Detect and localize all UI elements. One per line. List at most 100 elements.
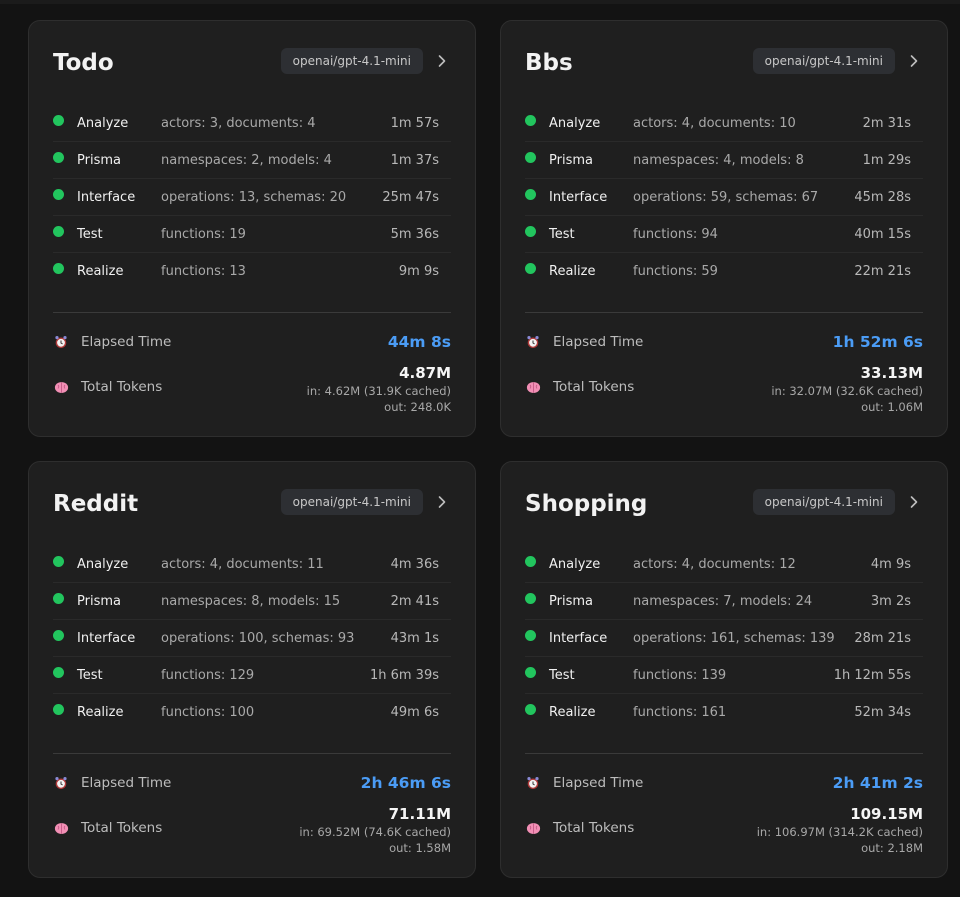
tokens-values: 33.13M in: 32.07M (32.6K cached) out: 1.…	[771, 363, 923, 415]
card-header: Todo openai/gpt-4.1-mini	[53, 21, 451, 105]
step-row-test: Test functions: 94 40m 15s	[525, 216, 923, 253]
step-name: Interface	[77, 630, 136, 646]
model-badge: openai/gpt-4.1-mini	[280, 489, 423, 515]
tokens-values: 109.15M in: 106.97M (314.2K cached) out:…	[757, 804, 923, 856]
card-header-right: openai/gpt-4.1-mini	[280, 489, 451, 515]
tokens-label-group: Total Tokens	[53, 820, 162, 836]
elapsed-label: Elapsed Time	[553, 334, 644, 350]
step-name: Analyze	[549, 115, 601, 131]
step-time: 40m 15s	[854, 226, 911, 242]
step-name: Prisma	[549, 152, 593, 168]
step-name: Test	[549, 226, 575, 242]
step-name: Interface	[549, 630, 608, 646]
step-detail: actors: 3, documents: 4	[161, 115, 316, 131]
step-name: Interface	[77, 189, 136, 205]
tokens-label: Total Tokens	[553, 820, 635, 836]
elapsed-label-group: Elapsed Time	[53, 775, 171, 791]
chevron-right-icon[interactable]	[433, 52, 451, 70]
tokens-label-group: Total Tokens	[525, 379, 634, 395]
step-row-realize: Realize functions: 59 22m 21s	[525, 253, 923, 289]
step-row-prisma: Prisma namespaces: 7, models: 24 3m 2s	[525, 583, 923, 620]
step-row-analyze: Analyze actors: 4, documents: 10 2m 31s	[525, 105, 923, 142]
alarm-clock-icon	[525, 775, 541, 791]
chevron-right-icon[interactable]	[433, 493, 451, 511]
step-time: 1m 37s	[390, 152, 439, 168]
status-dot	[53, 225, 64, 237]
step-row-analyze: Analyze actors: 4, documents: 11 4m 36s	[53, 546, 451, 583]
summary: Elapsed Time 2h 46m 6s Total Tokens 71.1…	[53, 766, 451, 856]
step-name: Realize	[77, 704, 124, 720]
elapsed-label-group: Elapsed Time	[53, 334, 171, 350]
tokens-values: 71.11M in: 69.52M (74.6K cached) out: 1.…	[299, 804, 451, 856]
step-detail: operations: 59, schemas: 67	[633, 189, 819, 205]
step-row-realize: Realize functions: 100 49m 6s	[53, 694, 451, 730]
elapsed-value: 2h 41m 2s	[832, 774, 923, 792]
elapsed-row: Elapsed Time 1h 52m 6s	[525, 325, 923, 359]
step-name: Prisma	[77, 152, 121, 168]
step-detail: functions: 19	[161, 226, 246, 242]
status-dot	[53, 592, 64, 604]
card-header-right: openai/gpt-4.1-mini	[752, 489, 923, 515]
step-detail: functions: 59	[633, 263, 718, 279]
step-time: 2m 41s	[390, 593, 439, 609]
step-time: 9m 9s	[398, 263, 439, 279]
benchmark-grid: Todo openai/gpt-4.1-mini Analyze actors:…	[28, 20, 948, 878]
alarm-clock-icon	[53, 334, 69, 350]
step-row-prisma: Prisma namespaces: 2, models: 4 1m 37s	[53, 142, 451, 179]
pipeline-steps: Analyze actors: 4, documents: 12 4m 9s P…	[525, 546, 923, 730]
tokens-out: out: 1.06M	[861, 400, 923, 414]
step-row-analyze: Analyze actors: 3, documents: 4 1m 57s	[53, 105, 451, 142]
card-title: Todo	[53, 50, 114, 76]
elapsed-value: 2h 46m 6s	[360, 774, 451, 792]
project-card: Todo openai/gpt-4.1-mini Analyze actors:…	[28, 20, 476, 437]
step-row-interface: Interface operations: 161, schemas: 139 …	[525, 620, 923, 657]
step-name: Interface	[549, 189, 608, 205]
tokens-in: in: 32.07M (32.6K cached)	[771, 384, 923, 398]
elapsed-row: Elapsed Time 2h 46m 6s	[53, 766, 451, 800]
tokens-in: in: 106.97M (314.2K cached)	[756, 825, 923, 839]
step-detail: actors: 4, documents: 12	[633, 556, 796, 572]
step-detail: functions: 161	[633, 704, 727, 720]
step-time: 4m 36s	[390, 556, 439, 572]
divider	[525, 312, 923, 313]
tokens-row: Total Tokens 109.15M in: 106.97M (314.2K…	[525, 804, 923, 856]
tokens-row: Total Tokens 4.87M in: 4.62M (31.9K cach…	[53, 363, 451, 415]
card-header: Reddit openai/gpt-4.1-mini	[53, 462, 451, 546]
step-name: Prisma	[77, 593, 121, 609]
status-dot	[525, 555, 536, 567]
tokens-out: out: 248.0K	[384, 400, 451, 414]
tokens-in: in: 69.52M (74.6K cached)	[299, 825, 451, 839]
step-name: Analyze	[77, 115, 129, 131]
status-dot	[525, 114, 536, 126]
step-detail: actors: 4, documents: 10	[633, 115, 796, 131]
elapsed-value: 44m 8s	[387, 333, 451, 351]
step-row-prisma: Prisma namespaces: 8, models: 15 2m 41s	[53, 583, 451, 620]
summary: Elapsed Time 2h 41m 2s Total Tokens 109.…	[525, 766, 923, 856]
step-row-interface: Interface operations: 100, schemas: 93 4…	[53, 620, 451, 657]
step-name: Test	[549, 667, 575, 683]
brain-icon	[525, 820, 541, 836]
tokens-total: 71.11M	[388, 805, 451, 823]
model-badge: openai/gpt-4.1-mini	[752, 48, 895, 74]
status-dot	[525, 262, 536, 274]
step-name: Realize	[549, 704, 596, 720]
alarm-clock-icon	[525, 334, 541, 350]
step-row-test: Test functions: 129 1h 6m 39s	[53, 657, 451, 694]
step-row-test: Test functions: 19 5m 36s	[53, 216, 451, 253]
status-dot	[525, 629, 536, 641]
status-dot	[53, 151, 64, 163]
tokens-label: Total Tokens	[81, 379, 163, 395]
chevron-right-icon[interactable]	[905, 52, 923, 70]
pipeline-steps: Analyze actors: 4, documents: 11 4m 36s …	[53, 546, 451, 730]
step-time: 1m 29s	[862, 152, 911, 168]
model-badge: openai/gpt-4.1-mini	[280, 48, 423, 74]
status-dot	[525, 225, 536, 237]
step-name: Test	[77, 667, 103, 683]
project-card: Shopping openai/gpt-4.1-mini Analyze act…	[500, 461, 948, 878]
tokens-label-group: Total Tokens	[525, 820, 634, 836]
step-time: 1m 57s	[390, 115, 439, 131]
elapsed-label: Elapsed Time	[81, 334, 172, 350]
chevron-right-icon[interactable]	[905, 493, 923, 511]
elapsed-label: Elapsed Time	[553, 775, 644, 791]
status-dot	[53, 629, 64, 641]
